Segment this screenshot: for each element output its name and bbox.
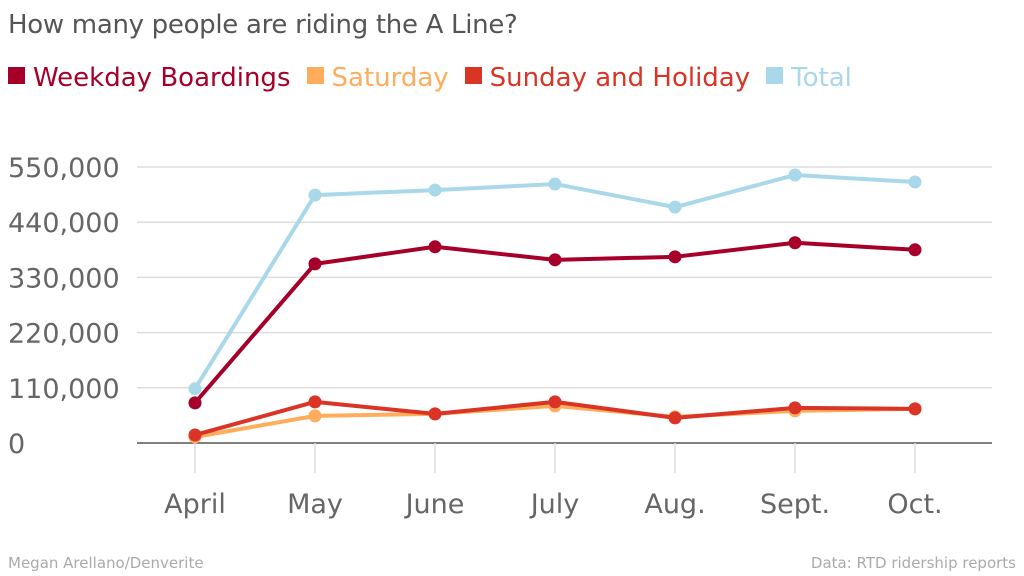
data-point (668, 250, 682, 264)
legend-swatch (306, 67, 324, 84)
data-point (788, 236, 802, 250)
legend-item: Saturday (306, 58, 449, 98)
x-tick-label: Sept. (760, 489, 830, 520)
data-point (428, 407, 442, 421)
y-tick-label: 110,000 (8, 374, 120, 405)
y-tick-label: 220,000 (8, 319, 120, 350)
credit: Megan Arellano/Denverite (8, 554, 204, 572)
data-point (308, 409, 322, 423)
legend-swatch (766, 67, 784, 84)
data-point (788, 401, 802, 415)
source: Data: RTD ridership reports (810, 554, 1016, 572)
y-tick-label: 330,000 (8, 263, 120, 294)
data-point (188, 428, 202, 442)
legend-item: Sunday and Holiday (464, 58, 751, 98)
chart-title: How many people are riding the A Line? (8, 10, 518, 40)
series-line-weekday-boardings (193, 240, 916, 405)
series-line-total (193, 173, 916, 390)
data-point (308, 257, 322, 271)
data-point (548, 253, 562, 267)
x-tick-label: July (529, 489, 580, 520)
legend-swatch (8, 67, 25, 84)
data-point (788, 168, 802, 182)
data-point (548, 177, 562, 191)
legend-item: Total (766, 58, 852, 98)
data-point (428, 240, 442, 254)
data-point (668, 200, 682, 214)
y-tick-label: 0 (8, 429, 25, 460)
data-point (908, 175, 922, 189)
y-tick-label: 550,000 (8, 153, 120, 184)
x-tick-label: May (287, 489, 343, 520)
x-tick-label: April (164, 489, 226, 520)
y-tick-label: 440,000 (8, 208, 120, 239)
data-point (668, 411, 682, 425)
data-point (188, 396, 202, 410)
x-tick-label: Aug. (644, 489, 705, 520)
legend: Weekday Boardings Saturday Sunday and Holi… (8, 58, 908, 98)
x-tick-label: Oct. (887, 489, 942, 520)
data-point (308, 395, 322, 409)
data-point (548, 395, 562, 409)
data-point (188, 382, 202, 396)
data-point (908, 402, 922, 416)
data-point (308, 188, 322, 202)
legend-label: Saturday (331, 63, 449, 93)
x-tick-label: June (404, 489, 465, 520)
legend-label: Weekday Boardings (33, 63, 291, 93)
legend-swatch (464, 67, 482, 84)
data-point (908, 243, 922, 257)
legend-label: Sunday and Holiday (489, 63, 751, 93)
legend-label: Total (791, 63, 852, 93)
data-point (428, 183, 442, 197)
legend-item: Weekday Boardings (8, 58, 291, 98)
